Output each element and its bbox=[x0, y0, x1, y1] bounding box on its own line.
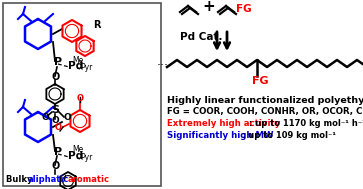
Text: aliphatic: aliphatic bbox=[28, 175, 69, 184]
Text: P: P bbox=[54, 57, 62, 67]
Text: FG = COOR, COOH, CONHR, OR, OCOR, CN: FG = COOR, COOH, CONHR, OR, OCOR, CN bbox=[167, 107, 363, 116]
Text: aromatic: aromatic bbox=[68, 175, 110, 184]
Text: O: O bbox=[77, 94, 84, 103]
Text: O: O bbox=[63, 113, 71, 122]
Text: O: O bbox=[42, 113, 50, 122]
Text: FG: FG bbox=[252, 76, 269, 86]
Text: Pd: Pd bbox=[68, 151, 83, 161]
Text: Pd Cat.: Pd Cat. bbox=[180, 32, 223, 42]
Text: P: P bbox=[54, 147, 62, 157]
Text: O: O bbox=[55, 123, 62, 132]
Text: ···: ··· bbox=[157, 59, 169, 72]
Text: Pd: Pd bbox=[68, 61, 83, 71]
Text: S: S bbox=[51, 105, 59, 115]
Text: Pyr: Pyr bbox=[80, 63, 92, 72]
Text: /: / bbox=[63, 175, 66, 184]
Text: +: + bbox=[202, 0, 215, 14]
Text: Bulky: Bulky bbox=[6, 175, 35, 184]
Text: : up to 109 kg mol⁻¹: : up to 109 kg mol⁻¹ bbox=[241, 131, 335, 140]
Text: : up to 1170 kg mol⁻¹ h⁻¹: : up to 1170 kg mol⁻¹ h⁻¹ bbox=[249, 119, 363, 128]
Text: R: R bbox=[93, 20, 101, 30]
Text: Significantly high MW: Significantly high MW bbox=[167, 131, 273, 140]
Text: Extremely high activity: Extremely high activity bbox=[167, 119, 280, 128]
Bar bbox=[3, 3, 161, 186]
Text: O: O bbox=[52, 116, 60, 125]
Text: Me: Me bbox=[72, 145, 83, 154]
Text: Me: Me bbox=[72, 56, 83, 65]
Text: FG: FG bbox=[236, 4, 252, 14]
Text: O: O bbox=[51, 161, 59, 171]
Text: Pyr: Pyr bbox=[80, 153, 92, 162]
Text: Highly linear functionalized polyethylenes: Highly linear functionalized polyethylen… bbox=[167, 96, 363, 105]
Text: O: O bbox=[51, 72, 59, 82]
